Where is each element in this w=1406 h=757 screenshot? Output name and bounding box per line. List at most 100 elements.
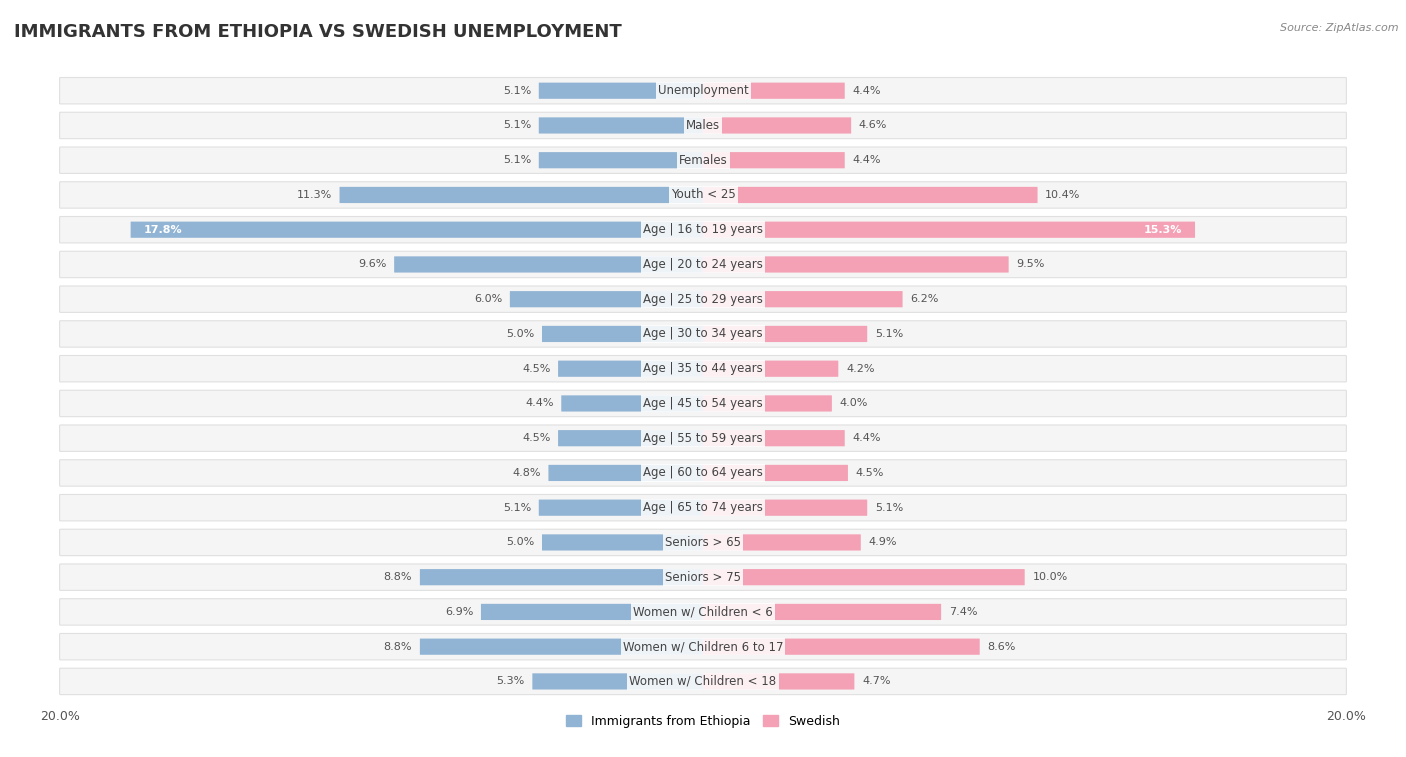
- Text: 10.4%: 10.4%: [1045, 190, 1081, 200]
- FancyBboxPatch shape: [59, 112, 1347, 139]
- Text: 9.5%: 9.5%: [1017, 260, 1045, 269]
- Text: Seniors > 65: Seniors > 65: [665, 536, 741, 549]
- FancyBboxPatch shape: [538, 117, 703, 133]
- Text: Women w/ Children 6 to 17: Women w/ Children 6 to 17: [623, 640, 783, 653]
- Text: 4.5%: 4.5%: [522, 433, 550, 443]
- Text: 6.9%: 6.9%: [444, 607, 474, 617]
- FancyBboxPatch shape: [561, 395, 703, 412]
- FancyBboxPatch shape: [420, 569, 703, 585]
- FancyBboxPatch shape: [59, 251, 1347, 278]
- FancyBboxPatch shape: [533, 673, 703, 690]
- FancyBboxPatch shape: [703, 500, 868, 516]
- Text: 6.2%: 6.2%: [910, 294, 939, 304]
- FancyBboxPatch shape: [131, 222, 703, 238]
- Text: 11.3%: 11.3%: [297, 190, 332, 200]
- Text: 8.8%: 8.8%: [384, 572, 412, 582]
- FancyBboxPatch shape: [548, 465, 703, 481]
- Text: 8.6%: 8.6%: [987, 642, 1015, 652]
- FancyBboxPatch shape: [703, 534, 860, 550]
- Text: 4.5%: 4.5%: [856, 468, 884, 478]
- FancyBboxPatch shape: [703, 465, 848, 481]
- Text: 10.0%: 10.0%: [1032, 572, 1067, 582]
- FancyBboxPatch shape: [510, 291, 703, 307]
- FancyBboxPatch shape: [394, 257, 703, 273]
- Text: 8.8%: 8.8%: [384, 642, 412, 652]
- Text: 4.4%: 4.4%: [524, 398, 554, 409]
- FancyBboxPatch shape: [703, 291, 903, 307]
- FancyBboxPatch shape: [703, 430, 845, 447]
- Text: Age | 16 to 19 years: Age | 16 to 19 years: [643, 223, 763, 236]
- FancyBboxPatch shape: [703, 117, 851, 133]
- FancyBboxPatch shape: [59, 356, 1347, 382]
- Text: Males: Males: [686, 119, 720, 132]
- FancyBboxPatch shape: [59, 182, 1347, 208]
- Text: 4.9%: 4.9%: [869, 537, 897, 547]
- Text: 4.2%: 4.2%: [846, 363, 875, 374]
- FancyBboxPatch shape: [59, 391, 1347, 416]
- Text: Females: Females: [679, 154, 727, 167]
- Text: 7.4%: 7.4%: [949, 607, 977, 617]
- Text: Age | 55 to 59 years: Age | 55 to 59 years: [643, 431, 763, 444]
- Text: Age | 60 to 64 years: Age | 60 to 64 years: [643, 466, 763, 479]
- Text: Unemployment: Unemployment: [658, 84, 748, 97]
- FancyBboxPatch shape: [703, 673, 855, 690]
- Text: 5.0%: 5.0%: [506, 329, 534, 339]
- FancyBboxPatch shape: [703, 257, 1008, 273]
- Text: Age | 35 to 44 years: Age | 35 to 44 years: [643, 362, 763, 375]
- FancyBboxPatch shape: [558, 360, 703, 377]
- Text: 15.3%: 15.3%: [1143, 225, 1182, 235]
- FancyBboxPatch shape: [703, 326, 868, 342]
- Text: Youth < 25: Youth < 25: [671, 188, 735, 201]
- Text: 5.1%: 5.1%: [503, 120, 531, 130]
- Text: 5.1%: 5.1%: [875, 329, 903, 339]
- FancyBboxPatch shape: [59, 217, 1347, 243]
- FancyBboxPatch shape: [538, 83, 703, 99]
- FancyBboxPatch shape: [541, 326, 703, 342]
- FancyBboxPatch shape: [703, 395, 832, 412]
- FancyBboxPatch shape: [59, 529, 1347, 556]
- FancyBboxPatch shape: [538, 500, 703, 516]
- FancyBboxPatch shape: [703, 604, 941, 620]
- FancyBboxPatch shape: [703, 569, 1025, 585]
- FancyBboxPatch shape: [59, 321, 1347, 347]
- FancyBboxPatch shape: [59, 286, 1347, 313]
- Text: 5.1%: 5.1%: [503, 503, 531, 512]
- FancyBboxPatch shape: [59, 425, 1347, 451]
- FancyBboxPatch shape: [703, 222, 1195, 238]
- Text: 4.7%: 4.7%: [862, 677, 890, 687]
- Text: Age | 65 to 74 years: Age | 65 to 74 years: [643, 501, 763, 514]
- Text: 4.5%: 4.5%: [522, 363, 550, 374]
- Text: Seniors > 75: Seniors > 75: [665, 571, 741, 584]
- Text: 4.8%: 4.8%: [512, 468, 541, 478]
- FancyBboxPatch shape: [339, 187, 703, 203]
- FancyBboxPatch shape: [558, 430, 703, 447]
- FancyBboxPatch shape: [703, 83, 845, 99]
- FancyBboxPatch shape: [59, 494, 1347, 521]
- Text: Source: ZipAtlas.com: Source: ZipAtlas.com: [1281, 23, 1399, 33]
- Text: Age | 30 to 34 years: Age | 30 to 34 years: [643, 328, 763, 341]
- Text: 4.4%: 4.4%: [852, 86, 882, 95]
- FancyBboxPatch shape: [59, 668, 1347, 695]
- FancyBboxPatch shape: [481, 604, 703, 620]
- Text: 17.8%: 17.8%: [143, 225, 183, 235]
- FancyBboxPatch shape: [420, 639, 703, 655]
- Text: 6.0%: 6.0%: [474, 294, 502, 304]
- Text: 5.1%: 5.1%: [503, 86, 531, 95]
- Text: Age | 20 to 24 years: Age | 20 to 24 years: [643, 258, 763, 271]
- FancyBboxPatch shape: [541, 534, 703, 550]
- Text: 4.6%: 4.6%: [859, 120, 887, 130]
- Text: 4.4%: 4.4%: [852, 433, 882, 443]
- Text: Age | 45 to 54 years: Age | 45 to 54 years: [643, 397, 763, 410]
- Text: 5.1%: 5.1%: [503, 155, 531, 165]
- Text: IMMIGRANTS FROM ETHIOPIA VS SWEDISH UNEMPLOYMENT: IMMIGRANTS FROM ETHIOPIA VS SWEDISH UNEM…: [14, 23, 621, 41]
- FancyBboxPatch shape: [59, 599, 1347, 625]
- FancyBboxPatch shape: [703, 360, 838, 377]
- Text: 4.4%: 4.4%: [852, 155, 882, 165]
- FancyBboxPatch shape: [703, 187, 1038, 203]
- FancyBboxPatch shape: [59, 147, 1347, 173]
- FancyBboxPatch shape: [59, 564, 1347, 590]
- Text: 5.0%: 5.0%: [506, 537, 534, 547]
- FancyBboxPatch shape: [703, 152, 845, 168]
- FancyBboxPatch shape: [59, 77, 1347, 104]
- Text: 5.3%: 5.3%: [496, 677, 524, 687]
